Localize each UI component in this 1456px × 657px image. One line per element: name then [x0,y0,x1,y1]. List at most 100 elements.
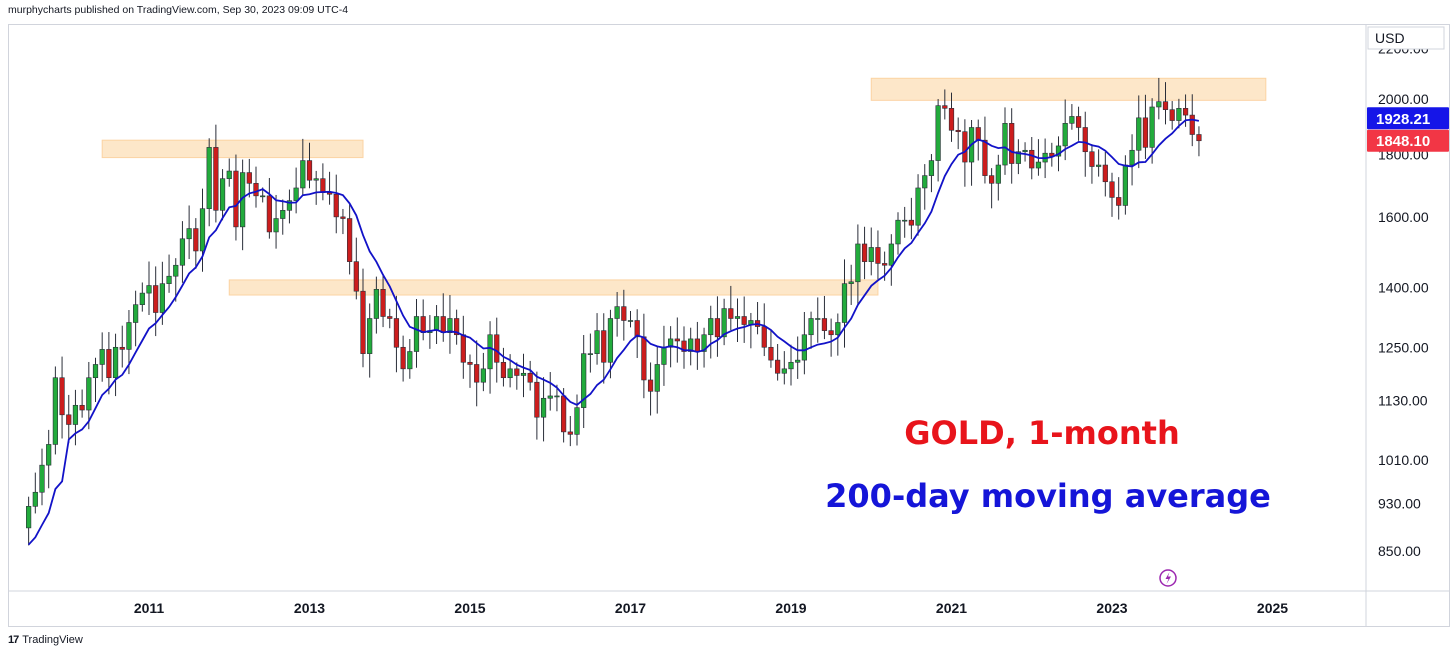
candle [387,308,393,329]
candle [594,313,600,365]
candle [293,167,299,214]
candle [775,344,781,381]
candle [306,142,313,189]
y-tick-label: 1250.00 [1378,339,1429,355]
ma-price-tag-text: 1928.21 [1376,111,1430,128]
candle [641,313,647,399]
candle [447,295,453,354]
candle [333,174,339,234]
x-tick-label: 2019 [775,600,806,616]
candle [661,325,667,386]
y-tick-label: 2000.00 [1378,91,1429,107]
candle [674,317,680,363]
candle [373,276,379,334]
candle [39,448,45,506]
candle [320,163,326,201]
candle [621,289,627,341]
candle [768,330,774,368]
candle [627,311,634,328]
candle [1116,177,1122,220]
candle [280,199,286,235]
candle [534,371,540,440]
chart-subtitle: 200-day moving average [825,477,1271,515]
candle [253,166,259,208]
y-tick-label: 850.00 [1378,543,1421,559]
candle [922,164,928,210]
candle [581,335,587,429]
candle [1029,137,1035,180]
candle [380,274,386,328]
candle [955,117,961,150]
candle [193,218,199,269]
candle [474,340,480,407]
y-tick-label: 1600.00 [1378,209,1429,225]
candle [915,174,921,236]
resistance-zone-3[interactable] [870,77,1267,101]
candle [1129,134,1135,186]
candle [781,351,787,385]
candle [788,344,794,386]
candle [266,177,272,239]
candle [99,332,105,382]
candle [1049,142,1055,167]
candle [554,384,560,412]
candle [861,226,868,280]
x-tick-label: 2025 [1257,600,1288,616]
candle [119,325,125,368]
candles [26,77,1202,546]
resistance-zone-1[interactable] [101,139,364,159]
candle [848,264,854,305]
ma-price-tag[interactable]: 1928.21 [1367,107,1449,130]
candle [989,168,995,209]
candle [146,261,152,316]
candle [821,295,828,340]
candle [681,326,687,369]
plot-area[interactable] [26,77,1267,546]
candle [1022,142,1028,162]
candle [895,212,901,255]
candle [487,321,493,394]
candle [935,99,941,182]
candle [587,333,593,373]
candle [233,154,239,241]
candle [186,205,192,260]
candle [286,189,293,224]
footer: 17 TradingView [8,634,83,646]
candle [868,227,874,276]
candle [440,293,446,342]
candle [360,268,366,368]
candle [46,429,52,489]
currency-label[interactable]: USD [1367,26,1445,50]
candle [393,295,400,373]
candle [908,197,914,240]
footer-brand[interactable]: TradingView [22,634,83,646]
candle [367,303,373,378]
last-price-tag-text: 1848.10 [1376,133,1430,150]
candle [300,138,306,196]
candle [694,321,700,370]
candle [59,356,65,439]
resistance-zone-2[interactable] [228,279,879,296]
candle [1102,151,1108,197]
y-tick-label: 1130.00 [1378,393,1428,409]
tradingview-logo-icon: 17 [8,634,19,646]
candle [1096,149,1102,177]
candle [72,389,79,446]
x-tick-label: 2013 [294,600,325,616]
candle [567,415,573,447]
candle [701,327,707,368]
time-axis[interactable]: 2011 2013 2015 2017 2019 2021 2023 2025 [134,600,1288,616]
chart-frame [8,24,1450,627]
candle [841,259,848,348]
candle [246,158,252,198]
candle [1162,82,1169,125]
lightning-icon[interactable] [1159,569,1177,587]
candle [340,208,346,235]
candle [153,266,159,337]
candle [888,234,894,286]
last-price-tag[interactable]: 1848.10 [1367,129,1449,152]
candle [133,290,139,347]
candle [982,116,988,184]
moving-average-line[interactable] [27,118,1200,546]
